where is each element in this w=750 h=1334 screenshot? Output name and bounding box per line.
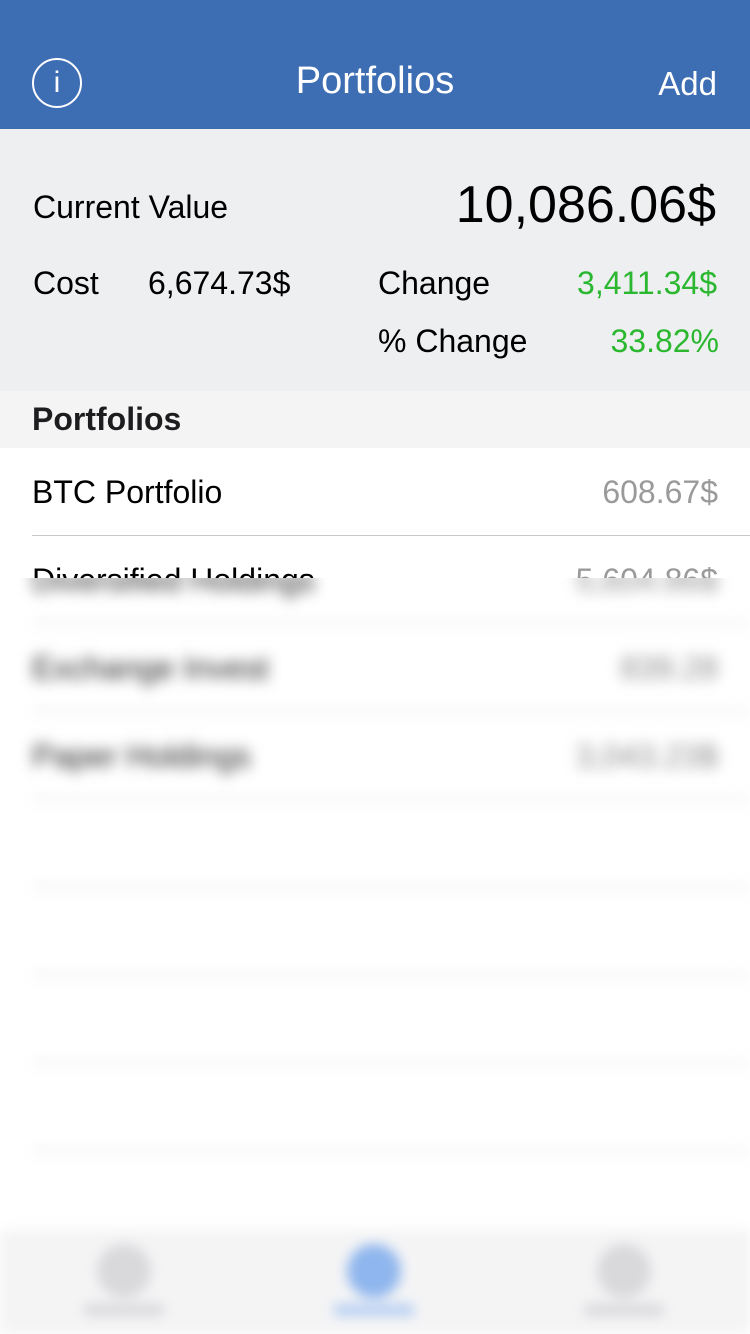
tab-home[interactable] [84, 1244, 164, 1324]
list-item[interactable]: Diversified Holdings 5,604.86$ [0, 578, 750, 624]
portfolio-value: 608.67$ [602, 474, 718, 510]
info-icon[interactable]: i [32, 58, 82, 108]
pct-change-label: % Change [378, 323, 528, 359]
divider [32, 710, 750, 712]
empty-row [0, 976, 750, 1064]
tab-settings[interactable] [584, 1244, 664, 1324]
settings-icon [597, 1244, 651, 1298]
tab-label [584, 1304, 664, 1316]
change-label: Change [378, 265, 491, 301]
divider [32, 1150, 750, 1152]
tab-label [84, 1304, 164, 1316]
portfolio-name: Paper Holdings [32, 738, 251, 774]
empty-row [0, 800, 750, 888]
divider [32, 798, 750, 800]
list-item[interactable]: Paper Holdings 3,043.23$ [0, 712, 750, 800]
portfolio-icon [347, 1244, 401, 1298]
pct-change-value: 33.82% [610, 323, 719, 359]
portfolio-name: Exchange Invest [32, 650, 269, 686]
portfolio-value: 5,604.86$ [576, 560, 718, 578]
portfolio-summary: Current Value 10,086.06$ Cost 6,674.73$ … [0, 129, 750, 391]
divider [32, 1062, 750, 1064]
cost-label: Cost [33, 265, 99, 301]
cost-value: 6,674.73$ [148, 265, 291, 301]
section-header: Portfolios [0, 391, 750, 448]
navigation-bar: i Portfolios Add [0, 0, 750, 129]
portfolio-value: 839.28 [620, 650, 718, 686]
divider [32, 974, 750, 976]
current-value-label: Current Value [33, 189, 229, 225]
home-icon [97, 1244, 151, 1298]
portfolio-name: Diversified Holdings [32, 560, 315, 578]
portfolio-name: BTC Portfolio [32, 474, 223, 510]
divider [32, 535, 750, 536]
add-button[interactable]: Add [658, 65, 717, 102]
section-title: Portfolios [32, 401, 182, 437]
portfolio-value: 3,043.23$ [575, 738, 718, 774]
page-title: Portfolios [295, 60, 455, 102]
divider [32, 886, 750, 888]
divider [32, 622, 750, 624]
tab-label [334, 1304, 414, 1316]
empty-row [0, 1064, 750, 1152]
list-item[interactable]: BTC Portfolio 608.67$ [0, 448, 750, 536]
portfolio-name: Diversified Holdings [32, 578, 315, 598]
portfolio-value: 5,604.86$ [575, 578, 718, 598]
empty-row [0, 888, 750, 976]
portfolio-list: BTC Portfolio 608.67$ Diversified Holdin… [0, 448, 750, 578]
blurred-list-region: Diversified Holdings 5,604.86$ Exchange … [0, 578, 750, 1334]
current-value: 10,086.06$ [455, 176, 716, 234]
change-value: 3,411.34$ [577, 265, 717, 301]
list-item-partial[interactable]: Diversified Holdings 5,604.86$ [0, 536, 750, 578]
tab-bar [0, 1230, 750, 1334]
tab-portfolios[interactable] [334, 1244, 414, 1324]
list-item[interactable]: Exchange Invest 839.28 [0, 624, 750, 712]
